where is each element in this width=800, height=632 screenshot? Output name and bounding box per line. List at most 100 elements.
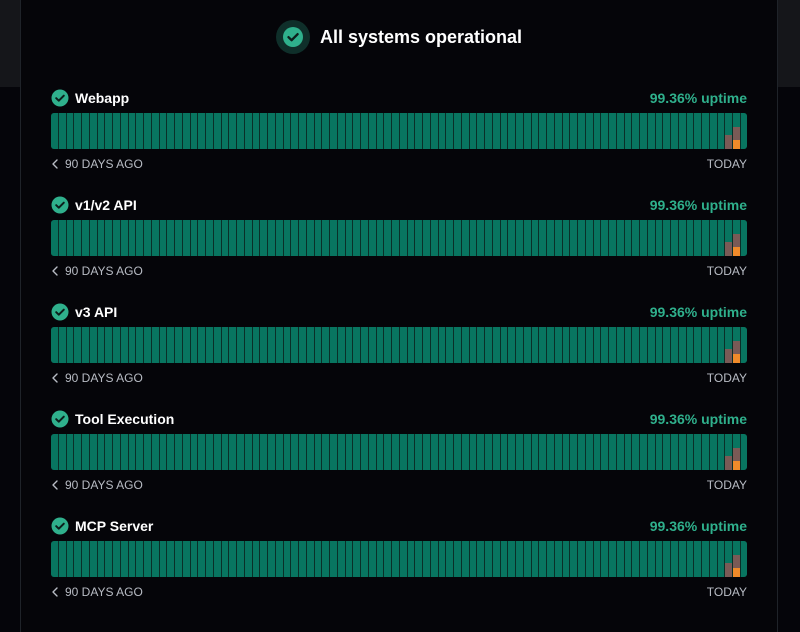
uptime-day-segment[interactable] bbox=[554, 327, 562, 363]
uptime-day-segment[interactable] bbox=[376, 434, 384, 470]
uptime-day-segment[interactable] bbox=[167, 541, 174, 577]
uptime-day-segment[interactable] bbox=[159, 220, 167, 256]
uptime-day-segment[interactable] bbox=[562, 434, 570, 470]
uptime-day-segment[interactable] bbox=[446, 434, 453, 470]
uptime-day-segment[interactable] bbox=[562, 541, 570, 577]
uptime-day-segment[interactable] bbox=[221, 113, 229, 149]
uptime-day-segment[interactable] bbox=[275, 541, 283, 577]
uptime-day-segment[interactable] bbox=[430, 434, 438, 470]
uptime-day-segment[interactable] bbox=[438, 434, 446, 470]
uptime-day-segment[interactable] bbox=[500, 327, 508, 363]
uptime-day-segment[interactable] bbox=[678, 541, 686, 577]
uptime-day-segment[interactable] bbox=[430, 327, 438, 363]
uptime-day-segment[interactable] bbox=[454, 541, 461, 577]
uptime-day-segment[interactable] bbox=[640, 327, 647, 363]
uptime-day-segment[interactable] bbox=[198, 327, 205, 363]
uptime-day-segment[interactable] bbox=[322, 327, 329, 363]
uptime-day-segment[interactable] bbox=[237, 434, 244, 470]
uptime-day-segment[interactable] bbox=[190, 541, 198, 577]
uptime-day-segment[interactable] bbox=[717, 434, 725, 470]
uptime-day-segment[interactable] bbox=[97, 541, 105, 577]
uptime-day-segment[interactable] bbox=[190, 113, 198, 149]
uptime-day-segment[interactable] bbox=[82, 220, 89, 256]
uptime-day-segment[interactable] bbox=[399, 541, 407, 577]
uptime-day-segment[interactable] bbox=[113, 541, 120, 577]
uptime-day-segment[interactable] bbox=[384, 327, 391, 363]
uptime-day-segment[interactable] bbox=[206, 541, 213, 577]
uptime-day-segment[interactable] bbox=[578, 434, 585, 470]
uptime-day-segment[interactable] bbox=[539, 113, 546, 149]
uptime-day-segment[interactable] bbox=[485, 434, 492, 470]
uptime-day-segment[interactable] bbox=[376, 327, 384, 363]
uptime-day-segment[interactable] bbox=[337, 434, 345, 470]
uptime-day-segment[interactable] bbox=[740, 327, 747, 363]
uptime-day-segment[interactable] bbox=[97, 220, 105, 256]
uptime-day-segment[interactable] bbox=[260, 434, 267, 470]
uptime-day-segment[interactable] bbox=[268, 113, 275, 149]
uptime-day-segment[interactable] bbox=[221, 434, 229, 470]
uptime-day-segment[interactable] bbox=[570, 327, 577, 363]
uptime-day-segment[interactable] bbox=[198, 434, 205, 470]
uptime-day-segment[interactable] bbox=[454, 327, 461, 363]
uptime-day-segment[interactable] bbox=[105, 541, 112, 577]
uptime-day-segment[interactable] bbox=[547, 113, 554, 149]
uptime-day-segment[interactable] bbox=[198, 220, 205, 256]
uptime-day-segment[interactable] bbox=[454, 220, 461, 256]
uptime-day-segment[interactable] bbox=[89, 541, 97, 577]
uptime-day-segment[interactable] bbox=[206, 220, 213, 256]
uptime-day-segment[interactable] bbox=[508, 434, 515, 470]
uptime-day-segment[interactable] bbox=[508, 113, 515, 149]
uptime-day-segment[interactable] bbox=[337, 541, 345, 577]
uptime-day-segment[interactable] bbox=[113, 327, 120, 363]
uptime-day-segment[interactable] bbox=[469, 220, 477, 256]
uptime-day-segment[interactable] bbox=[58, 113, 66, 149]
uptime-day-segment[interactable] bbox=[539, 541, 546, 577]
uptime-day-segment[interactable] bbox=[438, 541, 446, 577]
uptime-day-segment[interactable] bbox=[624, 113, 632, 149]
uptime-day-segment[interactable] bbox=[361, 541, 368, 577]
uptime-day-segment[interactable] bbox=[547, 220, 554, 256]
uptime-day-segment[interactable] bbox=[361, 434, 368, 470]
uptime-day-segment[interactable] bbox=[190, 220, 198, 256]
uptime-day-segment[interactable] bbox=[322, 220, 329, 256]
uptime-day-segment[interactable] bbox=[516, 434, 523, 470]
uptime-day-segment[interactable] bbox=[438, 113, 446, 149]
uptime-day-segment[interactable] bbox=[376, 541, 384, 577]
uptime-day-segment[interactable] bbox=[508, 220, 515, 256]
uptime-day-segment[interactable] bbox=[260, 113, 267, 149]
uptime-day-segment[interactable] bbox=[407, 434, 415, 470]
uptime-day-segment[interactable] bbox=[97, 434, 105, 470]
uptime-day-segment[interactable] bbox=[128, 220, 136, 256]
uptime-day-segment[interactable] bbox=[89, 113, 97, 149]
uptime-day-segment[interactable] bbox=[593, 434, 601, 470]
uptime-day-segment[interactable] bbox=[647, 327, 655, 363]
uptime-day-segment[interactable] bbox=[113, 113, 120, 149]
uptime-day-segment[interactable] bbox=[469, 327, 477, 363]
uptime-day-segment[interactable] bbox=[725, 541, 732, 577]
uptime-day-segment[interactable] bbox=[430, 113, 438, 149]
uptime-day-segment[interactable] bbox=[291, 541, 298, 577]
uptime-day-segment[interactable] bbox=[299, 434, 306, 470]
uptime-day-segment[interactable] bbox=[492, 327, 500, 363]
uptime-day-segment[interactable] bbox=[58, 541, 66, 577]
uptime-day-segment[interactable] bbox=[260, 327, 267, 363]
uptime-day-segment[interactable] bbox=[167, 113, 174, 149]
uptime-day-segment[interactable] bbox=[244, 220, 252, 256]
uptime-day-segment[interactable] bbox=[647, 434, 655, 470]
uptime-day-segment[interactable] bbox=[616, 220, 624, 256]
uptime-day-segment[interactable] bbox=[671, 113, 678, 149]
uptime-day-segment[interactable] bbox=[144, 113, 151, 149]
uptime-day-segment[interactable] bbox=[485, 541, 492, 577]
uptime-day-segment[interactable] bbox=[206, 327, 213, 363]
uptime-day-segment[interactable] bbox=[601, 541, 608, 577]
uptime-day-segment[interactable] bbox=[663, 434, 670, 470]
uptime-day-segment[interactable] bbox=[531, 220, 539, 256]
uptime-day-segment[interactable] bbox=[609, 434, 616, 470]
uptime-day-segment[interactable] bbox=[392, 434, 399, 470]
uptime-day-segment[interactable] bbox=[74, 113, 81, 149]
uptime-day-segment[interactable] bbox=[66, 220, 74, 256]
uptime-day-segment[interactable] bbox=[694, 541, 701, 577]
uptime-day-segment[interactable] bbox=[113, 220, 120, 256]
uptime-day-segment[interactable] bbox=[345, 327, 353, 363]
uptime-day-segment[interactable] bbox=[144, 220, 151, 256]
